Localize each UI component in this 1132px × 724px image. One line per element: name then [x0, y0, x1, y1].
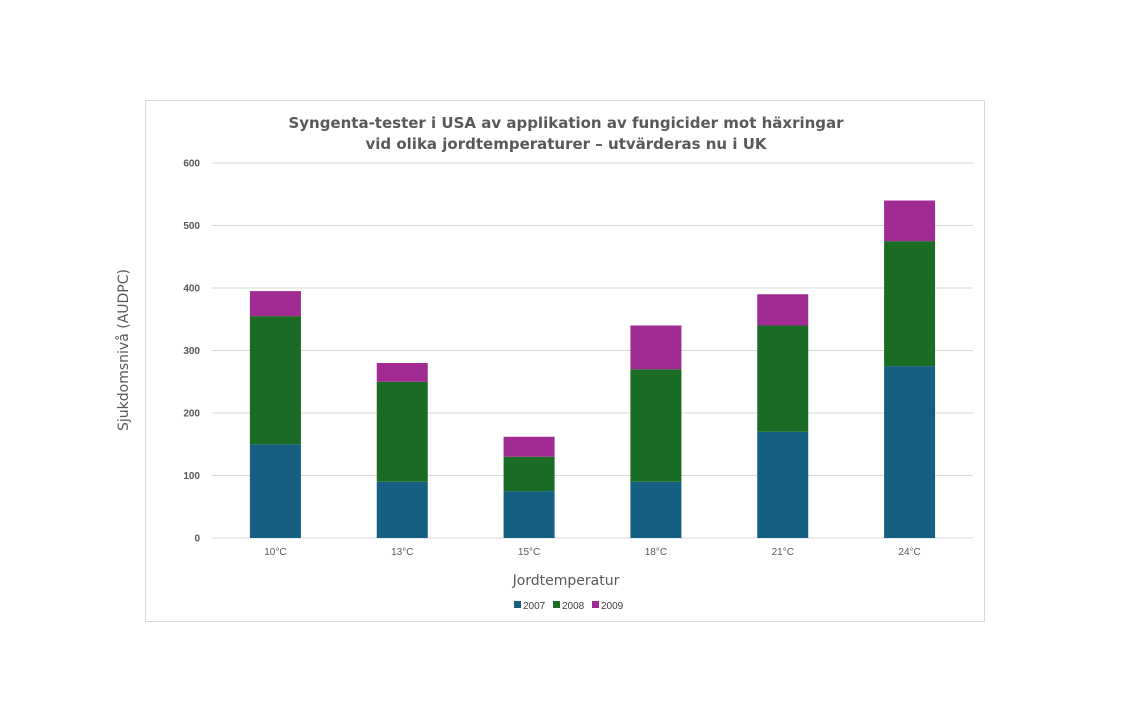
x-tick-label: 18°C: [645, 547, 667, 558]
bar-2008-4: [630, 369, 682, 482]
x-axis-title: Jordtemperatur: [512, 573, 620, 589]
chart-title: Syngenta-tester i USA av applikation av …: [288, 114, 844, 153]
legend-label-2009: 2009: [601, 601, 624, 612]
bar-2008-3: [503, 456, 555, 492]
bar-2007-1: [249, 444, 301, 538]
x-tick-label: 24°C: [898, 547, 920, 558]
bar-2008-6: [884, 241, 936, 367]
legend-swatch-2007: [514, 601, 521, 608]
y-tick-label: 400: [183, 284, 200, 295]
x-axis-ticks: 10°C 13°C 15°C 18°C 21°C 24°C: [264, 547, 921, 558]
bar-2009-5: [757, 294, 809, 326]
y-tick-label: 300: [183, 346, 200, 357]
bar-2007-5: [757, 431, 809, 538]
x-tick-label: 13°C: [391, 547, 413, 558]
x-tick-label: 21°C: [772, 547, 794, 558]
bar-2009-1: [249, 291, 301, 317]
chart-title-line-2: vid olika jordtemperaturer – utvärderas …: [365, 135, 767, 153]
bar-2009-2: [376, 363, 428, 382]
y-tick-label: 500: [183, 221, 200, 232]
chart-title-line-1: Syngenta-tester i USA av applikation av …: [288, 114, 844, 132]
legend-label-2007: 2007: [523, 601, 546, 612]
y-tick-label: 600: [183, 159, 200, 170]
y-axis-title: Sjukdomsnivå (AUDPC): [115, 269, 132, 431]
x-tick-label: 15°C: [518, 547, 540, 558]
y-tick-label: 0: [194, 534, 200, 545]
bar-2007-4: [630, 481, 682, 538]
bar-2009-4: [630, 325, 682, 370]
bar-2008-2: [376, 381, 428, 482]
bar-2008-5: [757, 325, 809, 432]
bar-2007-6: [884, 366, 936, 538]
bar-2009-6: [884, 200, 936, 242]
y-tick-label: 100: [183, 471, 200, 482]
y-axis-ticks: 0 100 200 300 400 500 600: [183, 159, 200, 545]
gridlines: [212, 162, 973, 539]
y-tick-label: 200: [183, 409, 200, 420]
legend-label-2008: 2008: [562, 601, 585, 612]
bars: [249, 200, 936, 538]
x-tick-label: 10°C: [264, 547, 286, 558]
legend: 2007 2008 2009: [514, 601, 624, 612]
bar-2007-3: [503, 491, 555, 538]
bar-2007-2: [376, 481, 428, 538]
legend-swatch-2008: [553, 601, 560, 608]
legend-swatch-2009: [592, 601, 599, 608]
bar-2008-1: [249, 316, 301, 445]
bar-2009-3: [503, 436, 555, 457]
